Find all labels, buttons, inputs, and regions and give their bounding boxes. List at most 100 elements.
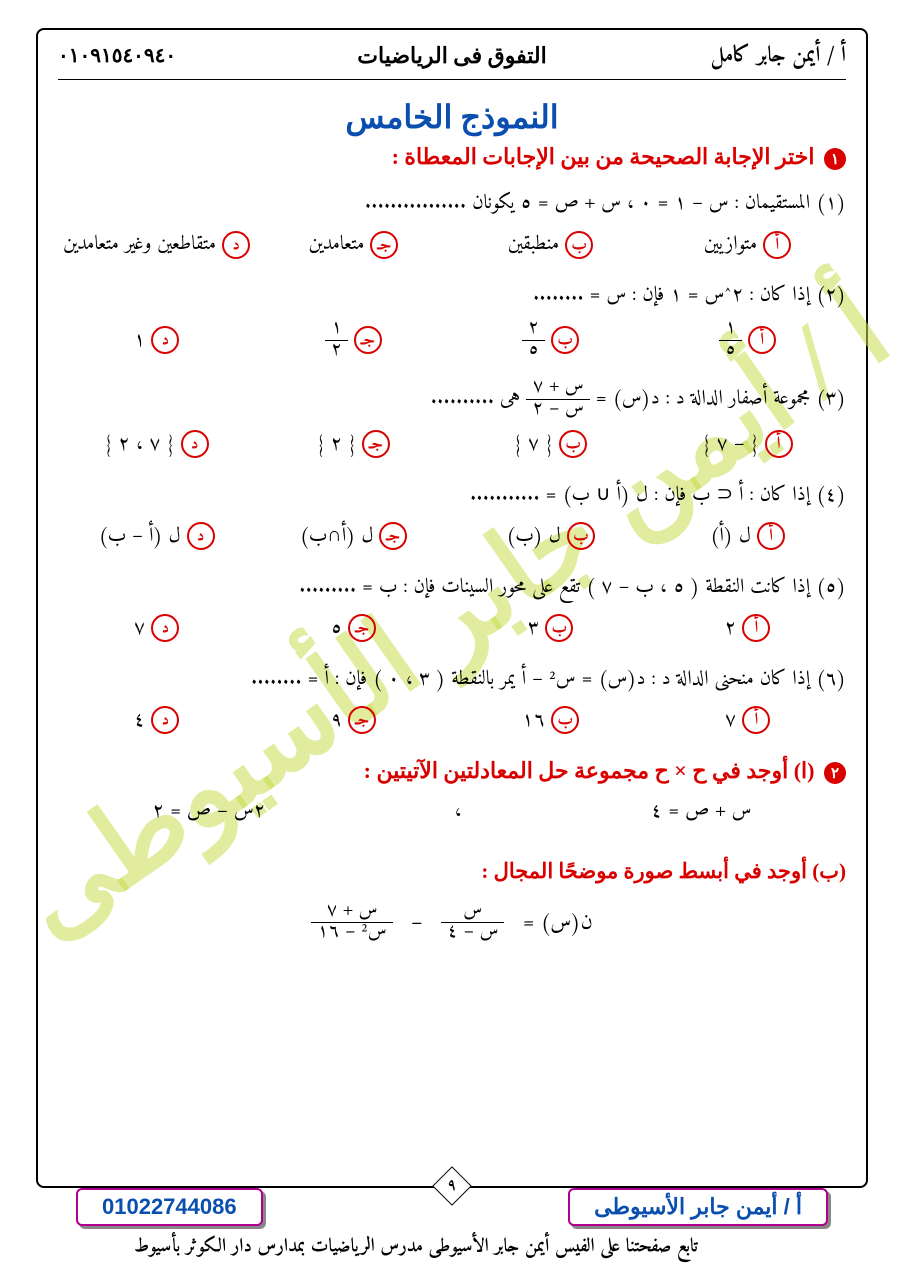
opt-text: منطبقين <box>508 227 559 262</box>
opt-text: { – ٧ } <box>702 427 758 462</box>
opt-text: { ٧ ، ٢ } <box>104 427 174 462</box>
opt-text: متوازيين <box>704 227 757 262</box>
opt-text: ٩ <box>331 703 343 738</box>
q1-6: (٦) إذا كان منحنى الدالة د : د(س) = س² –… <box>58 662 846 697</box>
q2b-equation: ن(س) = سس – ٤ – س + ٧س² – ١٦ <box>58 902 846 945</box>
header-row: أ / أيمن جابر كامل التفوق فى الرياضيات ٠… <box>58 36 846 80</box>
opt-text: متقاطعين وغير متعامدين <box>63 227 216 262</box>
opt-text: ١ <box>134 323 146 358</box>
opt-letter: أ <box>742 614 770 642</box>
fraction: س + ٧س² – ١٦ <box>311 902 392 945</box>
opt-text: ل (أ – ب) <box>98 519 180 554</box>
q1-2-opt-b: ب٢٥ <box>452 319 649 362</box>
footer-badge-name: أ / أيمن جابر الأسيوطى <box>568 1188 828 1226</box>
opt-letter: أ <box>765 430 793 458</box>
q1-3-opt-b: ب{ ٧ } <box>452 427 649 462</box>
q1-3-opt-c: جـ{ ٢ } <box>255 427 452 462</box>
content: أ / أيمن جابر كامل التفوق فى الرياضيات ٠… <box>58 36 846 944</box>
q1-1: (١) المستقيمان : س – ١ = ٠ ، س + ص = ٥ ي… <box>58 186 846 221</box>
fraction: ١٢ <box>325 319 348 362</box>
opt-letter: ب <box>551 326 579 354</box>
opt-letter: ب <box>545 614 573 642</box>
opt-text: متعامدين <box>309 227 365 262</box>
opt-letter: د <box>181 430 209 458</box>
opt-text: ل (أ) <box>710 519 751 554</box>
opt-letter: جـ <box>354 326 382 354</box>
opt-letter: د <box>187 522 215 550</box>
header-teacher-name: أ / أيمن جابر كامل <box>583 36 846 75</box>
q1-1-options: دمتقاطعين وغير متعامدين جـمتعامدين بمنطب… <box>58 227 846 262</box>
q1-6-opt-a: أ٧ <box>649 703 846 738</box>
q1-4-opt-a: أل (أ) <box>649 519 846 554</box>
q1-1-opt-a: أمتوازيين <box>649 227 846 262</box>
footer-text: تابع صفحتنا على الفيس أيمن جابر الأسيوطى… <box>0 1231 868 1264</box>
footer-badges: أ / أيمن جابر الأسيوطى 01022744086 <box>36 1188 868 1226</box>
opt-letter: أ <box>763 231 791 259</box>
model-title: النموذج الخامس <box>58 98 846 136</box>
fraction: ١٥ <box>719 319 742 362</box>
q1-number: ١ <box>824 148 846 170</box>
opt-letter: د <box>151 706 179 734</box>
opt-letter: ب <box>551 706 579 734</box>
opt-letter: جـ <box>362 430 390 458</box>
q1-5-opt-c: جـ٥ <box>255 611 452 646</box>
q2b-minus: – <box>411 905 423 942</box>
fraction: س + ٧س – ٢ <box>526 378 590 421</box>
opt-text: ١٦ <box>522 703 545 738</box>
opt-text: ٤ <box>134 703 146 738</box>
opt-text: ٥ <box>331 611 343 646</box>
q1-2-options: د١ جـ١٢ ب٢٥ أ١٥ <box>58 319 846 362</box>
q2a-equations: س + ص = ٤ ، ٢س – ص = ٢ <box>58 794 846 829</box>
q2a-header-text: (ا) أوجد في ح × ح مجموعة حل المعادلتين ا… <box>364 758 815 783</box>
q1-2-opt-a: أ١٥ <box>649 319 846 362</box>
q1-3-options: د{ ٧ ، ٢ } جـ{ ٢ } ب{ ٧ } أ{ – ٧ } <box>58 427 846 462</box>
footer-badge-phone: 01022744086 <box>76 1188 263 1226</box>
q2b-lhs: ن(س) = <box>523 905 593 942</box>
q1-2-opt-c: جـ١٢ <box>255 319 452 362</box>
q1-3: (٣) مجموعة أصفار الدالة د : د(س) = س + ٧… <box>58 378 846 421</box>
q1-4-options: دل (أ – ب) جـل (أ∩ب) بل (ب) أل (أ) <box>58 519 846 554</box>
opt-letter: جـ <box>370 231 398 259</box>
header-subject: التفوق فى الرياضيات <box>321 43 584 69</box>
q1-header-text: اختر الإجابة الصحيحة من بين الإجابات الم… <box>392 144 815 169</box>
opt-letter: ب <box>565 231 593 259</box>
opt-letter: د <box>151 614 179 642</box>
q1-6-opt-c: جـ٩ <box>255 703 452 738</box>
q1-1-opt-b: بمنطبقين <box>452 227 649 262</box>
opt-text: ل (ب) <box>506 519 561 554</box>
q1-6-opt-b: ب١٦ <box>452 703 649 738</box>
q1-5-opt-b: ب٣ <box>452 611 649 646</box>
q1-2: (٢) إذا كان : ٢^س = ١ فإن : س = ........ <box>58 278 846 313</box>
q1-4: (٤) إذا كان : أ ⊂ ب فإن : ل (أ ∪ ب) = ..… <box>58 478 846 513</box>
q1-5-opt-a: أ٢ <box>649 611 846 646</box>
q1-4-opt-b: بل (ب) <box>452 519 649 554</box>
q1-1-opt-d: دمتقاطعين وغير متعامدين <box>58 227 255 262</box>
q2a-eq1: س + ص = ٤ <box>651 794 752 829</box>
q2b-header: (ب) أوجد في أبسط صورة موضحًا المجال : <box>58 859 846 884</box>
q2a-comma: ، <box>454 794 461 829</box>
q1-5-opt-d: د٧ <box>58 611 255 646</box>
q1-5: (٥) إذا كانت النقطة ( ٥ ، ب – ٧ ) تقع عل… <box>58 570 846 605</box>
opt-letter: أ <box>748 326 776 354</box>
q1-4-opt-c: جـل (أ∩ب) <box>255 519 452 554</box>
fraction: سس – ٤ <box>441 902 505 945</box>
q2a-eq2: ٢س – ص = ٢ <box>153 794 266 829</box>
opt-letter: جـ <box>348 706 376 734</box>
q1-1-opt-c: جـمتعامدين <box>255 227 452 262</box>
q1-5-options: د٧ جـ٥ ب٣ أ٢ <box>58 611 846 646</box>
q1-6-opt-d: د٤ <box>58 703 255 738</box>
opt-text: ٧ <box>134 611 146 646</box>
opt-text: ٧ <box>725 703 737 738</box>
q1-3-pre: (٣) مجموعة أصفار الدالة د : د(س) = <box>590 382 846 417</box>
fraction: ٢٥ <box>522 319 545 362</box>
opt-letter: ب <box>559 430 587 458</box>
q1-3-post: هى .......... <box>431 382 521 417</box>
q1-header: ١ اختر الإجابة الصحيحة من بين الإجابات ا… <box>58 144 846 170</box>
q1-4-opt-d: دل (أ – ب) <box>58 519 255 554</box>
opt-letter: أ <box>742 706 770 734</box>
q2-header: ٢ (ا) أوجد في ح × ح مجموعة حل المعادلتين… <box>58 758 846 784</box>
opt-text: ل (أ∩ب) <box>300 519 374 554</box>
content-frame: أ / أيمن جابر الأسيوطى أ / أيمن جابر كام… <box>36 28 868 1188</box>
opt-text: ٢ <box>725 611 737 646</box>
q1-6-options: د٤ جـ٩ ب١٦ أ٧ <box>58 703 846 738</box>
